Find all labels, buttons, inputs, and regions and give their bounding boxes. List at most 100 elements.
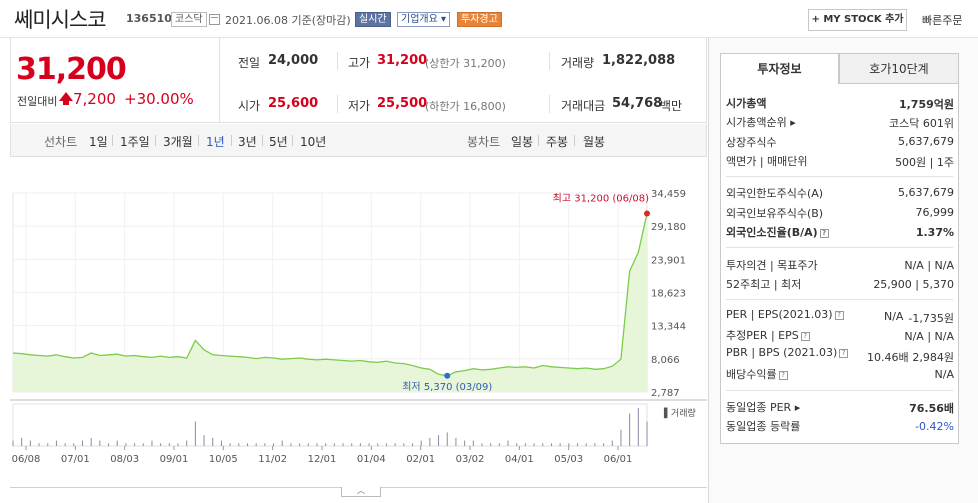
company-overview-dropdown[interactable]: 기업개요 ▾ <box>397 12 450 27</box>
volume-bar <box>203 435 205 446</box>
high-label: 고가 <box>348 56 371 70</box>
period-10y[interactable]: 10년 <box>300 135 327 149</box>
volume-bar <box>420 440 422 446</box>
divider <box>337 95 338 113</box>
price-area <box>13 213 647 392</box>
divider <box>337 52 338 70</box>
chart-grid <box>10 192 707 447</box>
pbr-value: 10.46배 <box>867 351 909 364</box>
volume-bar <box>307 443 309 446</box>
high-value: 31,200 <box>377 53 428 68</box>
volume-bar <box>64 443 66 446</box>
market-cap-rank-value: 코스닥 601위 <box>889 117 954 130</box>
period-bar <box>10 124 707 157</box>
face-value-value: 500원 | 1주 <box>895 156 954 169</box>
market-cap-value: 1,759억원 <box>898 98 954 111</box>
est-per-text: 추정PER | EPS <box>726 329 799 342</box>
period-3y[interactable]: 3년 <box>238 135 257 149</box>
x-tick-label: 04/01 <box>505 454 534 465</box>
foreign-rate-label: 외국인소진율(B/A)? <box>726 224 829 240</box>
volume-bar <box>611 440 613 446</box>
candle-monthly[interactable]: 월봉 <box>583 135 606 149</box>
per-value: N/A <box>884 310 904 323</box>
volume-bar <box>212 437 214 446</box>
volume-bar <box>160 443 162 446</box>
volume-label: ▌거래량 <box>663 407 696 419</box>
volume-bar <box>47 443 49 446</box>
volume-bar <box>594 443 596 446</box>
collapse-button[interactable]: ︿ <box>341 487 381 497</box>
volume-bar <box>81 440 83 446</box>
low-label: 저가 <box>348 99 371 113</box>
candle-weekly[interactable]: 주봉 <box>546 135 569 149</box>
divider <box>292 135 293 146</box>
volume-bar <box>264 443 266 446</box>
divider <box>726 299 953 300</box>
divider <box>538 135 539 146</box>
divider <box>574 135 575 146</box>
period-1y[interactable]: 1년 <box>206 135 225 149</box>
tab-orderbook[interactable]: 호가10단계 <box>839 53 959 84</box>
x-tick-label: 02/01 <box>406 454 435 465</box>
per-text: PER | EPS(2021.03) <box>726 308 833 321</box>
period-3m[interactable]: 3개월 <box>163 135 193 149</box>
prev-close-value: 24,000 <box>268 53 319 68</box>
price-chart[interactable]: 34,459 29,180 23,901 18,623 13,344 8,066 2,787… <box>10 160 707 482</box>
help-icon[interactable]: ? <box>839 348 849 358</box>
period-1d[interactable]: 1일 <box>89 135 108 149</box>
volume-bar <box>290 443 292 446</box>
volume-bar <box>55 440 57 446</box>
divider <box>262 135 263 146</box>
industry-per-value: 76.56배 <box>909 402 954 415</box>
foreign-rate-value: 1.37% <box>915 226 954 239</box>
x-tick-label: 09/01 <box>160 454 189 465</box>
volume-bar <box>646 421 648 446</box>
min-point <box>444 372 451 379</box>
upper-limit: (상한가 31,200) <box>425 57 506 70</box>
volume-bar <box>524 443 526 446</box>
quick-order-link[interactable]: 빠른주문 <box>922 14 963 27</box>
x-tick-label: 10/05 <box>209 454 238 465</box>
period-1w[interactable]: 1주일 <box>120 135 150 149</box>
y-tick-label: 8,066 <box>651 355 680 366</box>
x-axis: 06/08 07/01 08/03 09/01 10/05 11/02 12/01 01/04… <box>12 446 632 465</box>
dividend-label: 배당수익률? <box>726 366 788 382</box>
volume-bar <box>464 440 466 446</box>
volume-bar <box>246 443 248 446</box>
period-5y[interactable]: 5년 <box>269 135 288 149</box>
volume-bar <box>481 443 483 446</box>
prev-close-label: 전일 <box>238 56 261 70</box>
volume-bar <box>403 443 405 446</box>
help-icon[interactable]: ? <box>819 228 829 238</box>
low-value: 25,500 <box>377 96 428 111</box>
week52-label: 52주최고 | 최저 <box>726 278 802 291</box>
price-line <box>12 213 648 377</box>
volume-bar <box>273 443 275 446</box>
line-chart-label: 선차트 <box>44 135 78 149</box>
open-value: 25,600 <box>268 96 319 111</box>
help-icon[interactable]: ? <box>800 331 810 341</box>
investment-warning-badge: 투자경고 <box>457 12 502 27</box>
listed-shares-value: 5,637,679 <box>898 135 954 148</box>
candle-daily[interactable]: 일봉 <box>511 135 534 149</box>
volume-bar <box>385 443 387 446</box>
help-icon[interactable]: ? <box>778 370 788 380</box>
tab-investment-info[interactable]: 투자정보 <box>720 53 839 84</box>
volume-bar <box>533 443 535 446</box>
realtime-button[interactable]: 실시간 <box>355 12 391 27</box>
volume-bar <box>255 443 257 446</box>
calendar-icon <box>209 14 220 25</box>
listed-shares-label: 상장주식수 <box>726 136 777 149</box>
volume-bar <box>151 440 153 446</box>
add-mystock-button[interactable]: + MY STOCK 추가 <box>808 9 907 31</box>
x-tick-label: 11/02 <box>258 454 287 465</box>
investment-info-box <box>720 84 959 444</box>
market-cap-rank-link[interactable]: 시가총액순위 ▸ <box>726 116 796 129</box>
volume-bar <box>125 443 127 446</box>
week52-value: 25,900 | 5,370 <box>873 278 954 291</box>
volume-bar <box>516 443 518 446</box>
volume-bar <box>629 413 631 446</box>
industry-per-link[interactable]: 동일업종 PER ▸ <box>726 401 801 414</box>
help-icon[interactable]: ? <box>834 310 844 320</box>
volume-bar <box>116 440 118 446</box>
